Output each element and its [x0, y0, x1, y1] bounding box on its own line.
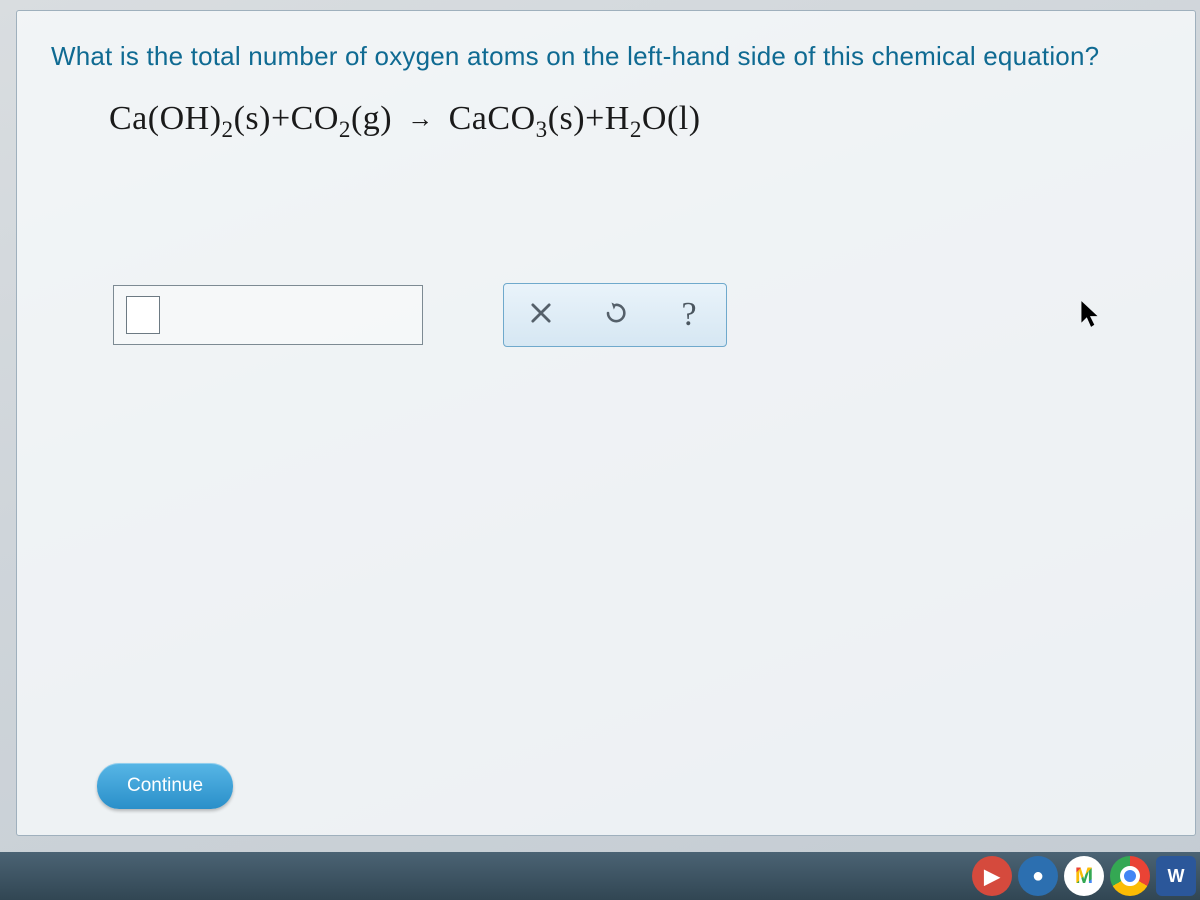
taskbar-youtube-icon[interactable]: ▶: [972, 856, 1012, 896]
taskbar-app-icon[interactable]: ●: [1018, 856, 1058, 896]
taskbar-chrome-icon[interactable]: [1110, 856, 1150, 896]
answer-row: ?: [113, 283, 727, 347]
taskbar-gmail-icon[interactable]: M: [1064, 856, 1104, 896]
taskbar: ▶ ● M W: [0, 852, 1200, 900]
close-icon: [527, 299, 555, 332]
continue-button[interactable]: Continue: [97, 763, 233, 809]
help-button[interactable]: ?: [666, 296, 712, 334]
toolbox: ?: [503, 283, 727, 347]
cursor-icon: [1077, 299, 1103, 334]
eq-term-4: H2O(l): [605, 100, 701, 137]
chemical-equation: Ca(OH)2(s)+CO2(g) → CaCO3(s)+H2O(l): [109, 100, 1161, 138]
clear-button[interactable]: [518, 292, 564, 338]
eq-term-2: CO2(g): [291, 100, 392, 137]
undo-button[interactable]: [592, 292, 638, 338]
eq-term-1: Ca(OH)2(s): [109, 100, 271, 137]
question-panel: What is the total number of oxygen atoms…: [16, 10, 1196, 836]
eq-term-3: CaCO3(s): [449, 100, 585, 137]
answer-input[interactable]: [126, 296, 160, 334]
undo-icon: [601, 299, 629, 332]
answer-box[interactable]: [113, 285, 423, 345]
question-text: What is the total number of oxygen atoms…: [51, 41, 1161, 72]
reaction-arrow: →: [401, 104, 440, 134]
taskbar-word-icon[interactable]: W: [1156, 856, 1196, 896]
